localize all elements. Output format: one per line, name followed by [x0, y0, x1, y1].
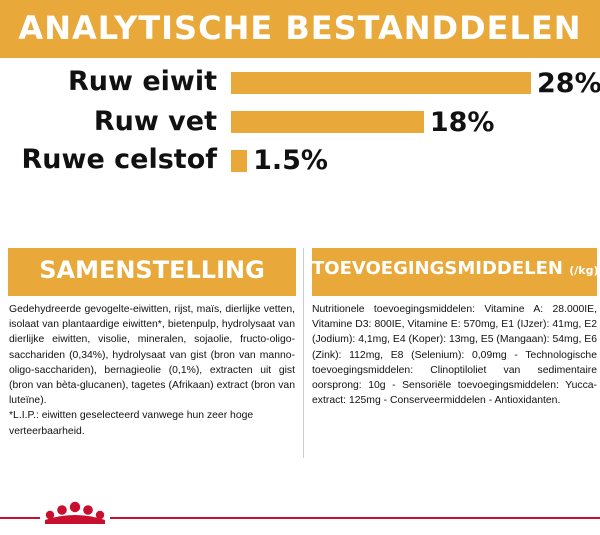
composition-text: Gedehydreerde gevogelte-eiwitten, rijst,…: [9, 304, 295, 407]
nutrient-bar: [231, 111, 424, 133]
royal-canin-crown-logo: [40, 501, 110, 526]
additives-title-wrap: TOEVOEGINGSMIDDELEN (/kg): [312, 258, 599, 279]
nutrient-label: Ruw eiwit: [67, 66, 217, 97]
composition-header: SAMENSTELLING: [8, 248, 296, 296]
column-divider: [303, 248, 304, 458]
nutrient-bar: [231, 150, 248, 172]
nutrient-bar: [231, 72, 531, 94]
additives-header: TOEVOEGINGSMIDDELEN (/kg): [312, 248, 599, 296]
composition-title: SAMENSTELLING: [39, 256, 265, 284]
nutrient-value: 1.5%: [253, 145, 328, 176]
composition-text-block: Gedehydreerde gevogelte-eiwitten, rijst,…: [9, 302, 295, 439]
nutrient-label: Ruw vet: [93, 106, 217, 137]
nutrient-value: 18%: [429, 107, 495, 138]
footer-red-line: [0, 517, 600, 519]
additives-text-block: Nutritionele toevoegingsmiddelen: Vitami…: [312, 302, 597, 408]
composition-note: *L.I.P.: eiwitten geselecteerd vanwege h…: [9, 410, 254, 437]
nutrient-value: 28%: [537, 68, 600, 99]
header-band: [0, 0, 600, 58]
nutrient-label: Ruwe celstof: [21, 144, 217, 175]
additives-title: TOEVOEGINGSMIDDELEN: [312, 258, 563, 279]
additives-unit: (/kg): [569, 264, 599, 277]
additives-text: Nutritionele toevoegingsmiddelen: Vitami…: [312, 304, 597, 407]
page-title: ANALYTISCHE BESTANDDELEN: [18, 9, 582, 47]
